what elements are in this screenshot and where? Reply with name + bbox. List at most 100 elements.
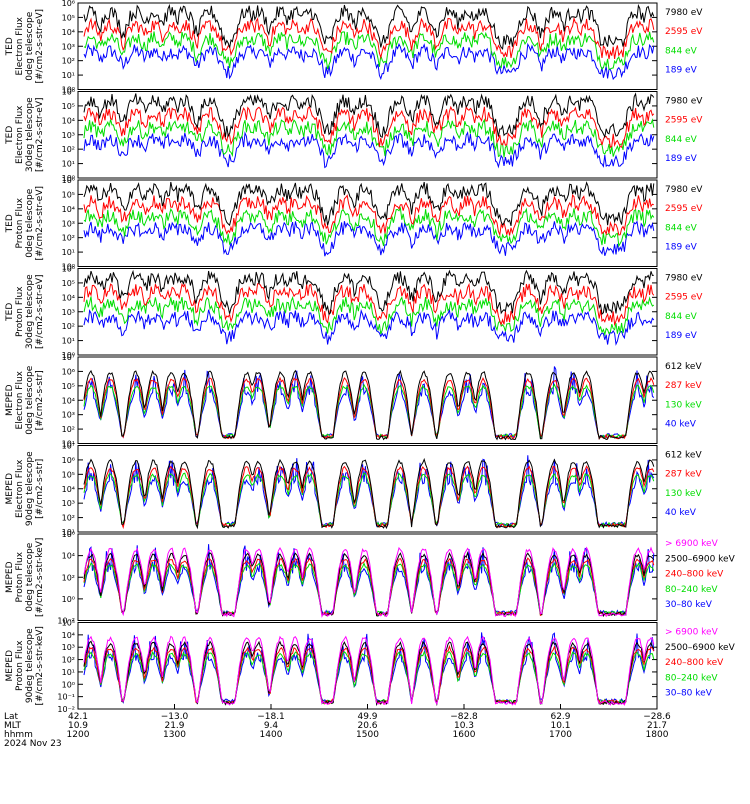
y-tick-label: 10² — [62, 656, 75, 665]
y-tick-label: 10⁶ — [62, 456, 75, 465]
series-trace — [83, 650, 655, 705]
y-tick-label: 10² — [62, 573, 75, 582]
legend-entry: 130 keV — [665, 400, 702, 410]
y-tick-label: 10⁴ — [62, 205, 75, 214]
series-trace — [83, 131, 655, 169]
legend-entry: 189 eV — [665, 331, 698, 341]
legend-entry: 844 eV — [665, 46, 698, 56]
y-tick-label: 10³ — [62, 308, 75, 317]
x-tick-lat: 49.9 — [357, 712, 377, 722]
legend-entry: 7980 eV — [665, 185, 703, 195]
y-tick-label: 10⁴ — [62, 396, 75, 405]
series-trace — [83, 383, 655, 440]
y-axis-label: MEPED — [5, 473, 15, 505]
legend-entry: > 6900 keV — [665, 628, 719, 638]
y-tick-label: 10¹ — [62, 71, 75, 80]
y-axis-label: 0deg telescope — [25, 188, 35, 258]
y-tick-label: 10¹ — [62, 440, 75, 449]
y-tick-label: 10² — [62, 425, 75, 434]
legend-entry: 80–240 keV — [665, 673, 718, 683]
series-trace — [83, 557, 655, 617]
y-tick-label: 10⁵ — [62, 13, 75, 22]
y-tick-label: 10⁶ — [62, 265, 75, 274]
y-axis-label: Proton Flux — [15, 551, 25, 602]
x-tick-mlt: 10.9 — [68, 721, 88, 731]
y-tick-label: 10² — [62, 322, 75, 331]
series-trace — [83, 551, 655, 618]
y-axis-label: [#/cm2-s-str-keV] — [35, 538, 45, 617]
y-axis-label: Proton Flux — [15, 640, 25, 691]
y-tick-label: 10⁻² — [57, 705, 75, 714]
panel-1: 10⁰ 10¹ 10² 10³ 10⁴ 10⁵ 10⁶ TED Electron Flux 0de… — [5, 0, 703, 95]
x-tick-mlt: 9.4 — [264, 721, 279, 731]
series-trace — [83, 31, 655, 70]
y-tick-label: 10⁷ — [62, 353, 75, 362]
y-tick-label: 10⁰ — [62, 263, 75, 272]
series-trace — [83, 644, 655, 706]
y-tick-label: 10⁴ — [62, 293, 75, 302]
y-tick-label: 10³ — [62, 643, 75, 652]
y-tick-label: 10⁻¹ — [57, 693, 75, 702]
series-trace — [83, 465, 655, 530]
y-tick-label: 10³ — [62, 411, 75, 420]
legend-entry: 844 eV — [665, 135, 698, 145]
y-axis-label: MEPED — [5, 561, 15, 593]
panel-8: 10⁻² 10⁻¹ 10⁰ 10¹ 10² 10³ 10⁴ 10⁵ MEPED Proton Fl… — [5, 619, 736, 715]
y-tick-label: 10⁴ — [62, 485, 75, 494]
y-axis-label: TED — [5, 37, 15, 56]
x-tick-mlt: 10.1 — [550, 721, 570, 731]
x-tick-lat: −82.8 — [450, 712, 478, 722]
y-axis-label: 0deg telescope — [25, 542, 35, 612]
x-tick-mlt: 21.9 — [164, 721, 184, 731]
legend-entry: 844 eV — [665, 312, 698, 322]
y-axis-label: 0deg telescope — [25, 365, 35, 435]
series-trace — [83, 42, 655, 81]
panel-6: 10¹ 10² 10³ 10⁴ 10⁵ 10⁶ 10⁷ MEPED Electron Flux 9… — [5, 442, 702, 538]
panel-7: 10⁻² 10⁰ 10² 10⁴ 10⁶ MEPED Proton Flux 0deg tel… — [5, 530, 736, 626]
y-tick-label: 10¹ — [62, 528, 75, 537]
legend-entry: 189 eV — [665, 65, 698, 75]
legend-entry: 240–800 keV — [665, 570, 724, 580]
legend-entry: 287 keV — [665, 470, 702, 480]
x-tick-hhmm: 1600 — [453, 730, 476, 740]
legend-entry: 2595 eV — [665, 293, 703, 303]
y-axis-label: Proton Flux — [15, 286, 25, 337]
series-trace — [83, 92, 655, 139]
y-tick-label: 10³ — [62, 219, 75, 228]
y-tick-label: 10² — [62, 234, 75, 243]
y-axis-label: 30deg telescope — [25, 97, 35, 172]
x-tick-hhmm: 1200 — [67, 730, 90, 740]
y-tick-label: 10⁵ — [62, 382, 75, 391]
legend-entry: 287 keV — [665, 381, 702, 391]
x-tick-lat: 42.1 — [68, 712, 88, 722]
legend-entry: 40 keV — [665, 419, 697, 429]
series-trace — [83, 105, 655, 149]
series-trace — [83, 282, 655, 327]
series-trace — [83, 635, 655, 706]
series-trace — [83, 376, 655, 441]
y-tick-label: 10⁰ — [62, 595, 75, 604]
series-trace — [83, 295, 655, 337]
series-trace — [83, 3, 655, 51]
y-tick-label: 10³ — [62, 131, 75, 140]
y-axis-label: [#/cm2-s-str-eV] — [35, 97, 45, 172]
y-axis-label: Electron Flux — [15, 459, 25, 518]
y-axis-label: [#/cm2-s-str-eV] — [35, 274, 45, 349]
x-tick-lat: −28.6 — [643, 712, 671, 722]
y-tick-label: 10⁶ — [62, 88, 75, 97]
series-trace — [83, 181, 655, 227]
legend-entry: 7980 eV — [665, 97, 703, 107]
panel-5: 10¹ 10² 10³ 10⁴ 10⁵ 10⁶ 10⁷ MEPED Electron Flux 0… — [5, 353, 702, 449]
series-trace — [83, 269, 654, 316]
legend-entry: 240–800 keV — [665, 658, 724, 668]
x-tick-lat: 62.9 — [550, 712, 570, 722]
y-tick-label: 10² — [62, 57, 75, 66]
legend-entry: 7980 eV — [665, 8, 703, 18]
legend-entry: 2500–6900 keV — [665, 643, 736, 653]
legend-entry: 2500–6900 keV — [665, 554, 736, 564]
y-tick-label: 10⁴ — [62, 116, 75, 125]
legend-entry: 7980 eV — [665, 274, 703, 284]
